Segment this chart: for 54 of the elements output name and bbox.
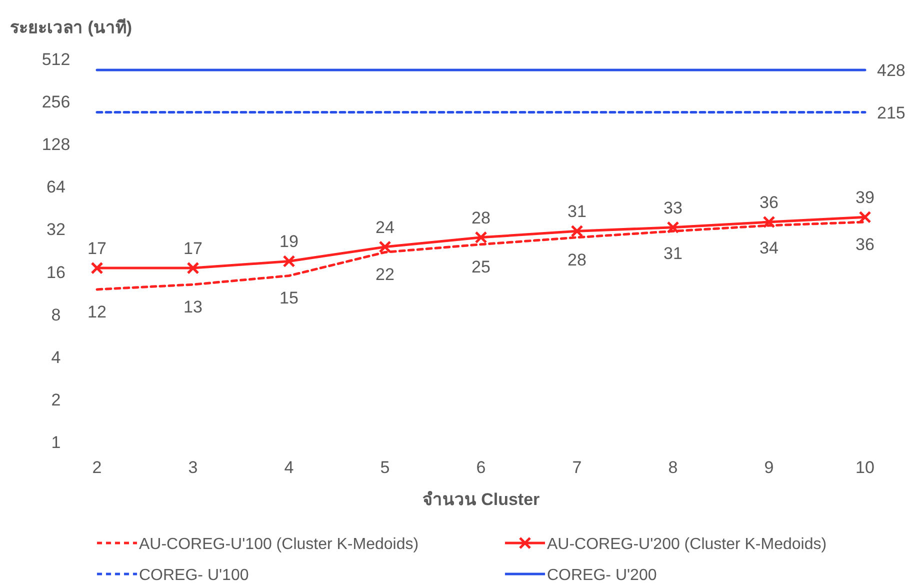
point bbox=[858, 210, 872, 224]
point bbox=[570, 224, 584, 238]
x-tick-label: 2 bbox=[92, 458, 102, 477]
data-label: 25 bbox=[472, 257, 490, 276]
data-label: 31 bbox=[568, 202, 586, 222]
data-label: 33 bbox=[664, 198, 682, 218]
y-tick-label: 64 bbox=[46, 178, 66, 197]
x-tick-label: 9 bbox=[764, 458, 774, 477]
data-label: 28 bbox=[472, 208, 490, 228]
legend-label: AU-COREG-U'100 (Cluster K-Medoids) bbox=[139, 536, 419, 553]
y-tick-label: 1 bbox=[51, 433, 61, 452]
x-tick-label: 8 bbox=[668, 458, 678, 477]
y-tick-label: 2 bbox=[51, 390, 61, 410]
y-tick-label: 512 bbox=[42, 50, 70, 69]
y-tick-label: 32 bbox=[46, 220, 66, 240]
data-label: 39 bbox=[856, 188, 874, 208]
data-label: 13 bbox=[184, 298, 202, 317]
data-label: 34 bbox=[760, 238, 778, 258]
x-tick-label: 5 bbox=[380, 458, 390, 477]
legend-label: AU-COREG-U'200 (Cluster K-Medoids) bbox=[547, 536, 827, 553]
data-label: 31 bbox=[664, 244, 682, 264]
x-tick-label: 10 bbox=[856, 458, 874, 477]
x-tick-label: 7 bbox=[572, 458, 582, 477]
data-label: 215 bbox=[877, 103, 906, 122]
point bbox=[90, 262, 104, 274]
data-label: 19 bbox=[280, 232, 298, 252]
point bbox=[666, 221, 680, 234]
legend-label: COREG- U'200 bbox=[547, 567, 657, 583]
x-tick-label: 4 bbox=[284, 458, 294, 477]
point bbox=[474, 231, 488, 244]
data-label: 36 bbox=[856, 234, 874, 254]
point bbox=[186, 262, 200, 274]
point bbox=[378, 240, 392, 254]
y-tick-label: 256 bbox=[42, 92, 70, 112]
point bbox=[762, 216, 776, 228]
data-label: 17 bbox=[88, 239, 106, 258]
data-label: 17 bbox=[184, 239, 202, 258]
legend-label: COREG- U'100 bbox=[139, 567, 249, 583]
x-tick-label: 3 bbox=[188, 458, 198, 477]
data-label: 36 bbox=[760, 192, 778, 212]
data-label: 12 bbox=[88, 302, 106, 322]
data-label: 22 bbox=[376, 265, 394, 284]
y-tick-label: 128 bbox=[42, 135, 70, 154]
y-axis-title: ระยะเวลา (นาที) bbox=[10, 17, 132, 37]
data-label: 28 bbox=[568, 250, 586, 270]
data-label: 24 bbox=[376, 218, 394, 237]
x-axis-title: จำนวน Cluster bbox=[422, 490, 540, 509]
y-tick-label: 16 bbox=[46, 262, 66, 282]
data-label: 15 bbox=[280, 288, 298, 308]
y-tick-label: 8 bbox=[51, 305, 61, 324]
data-label: 428 bbox=[877, 61, 906, 80]
point bbox=[282, 254, 296, 268]
x-tick-label: 6 bbox=[476, 458, 486, 477]
y-tick-label: 4 bbox=[51, 348, 61, 367]
